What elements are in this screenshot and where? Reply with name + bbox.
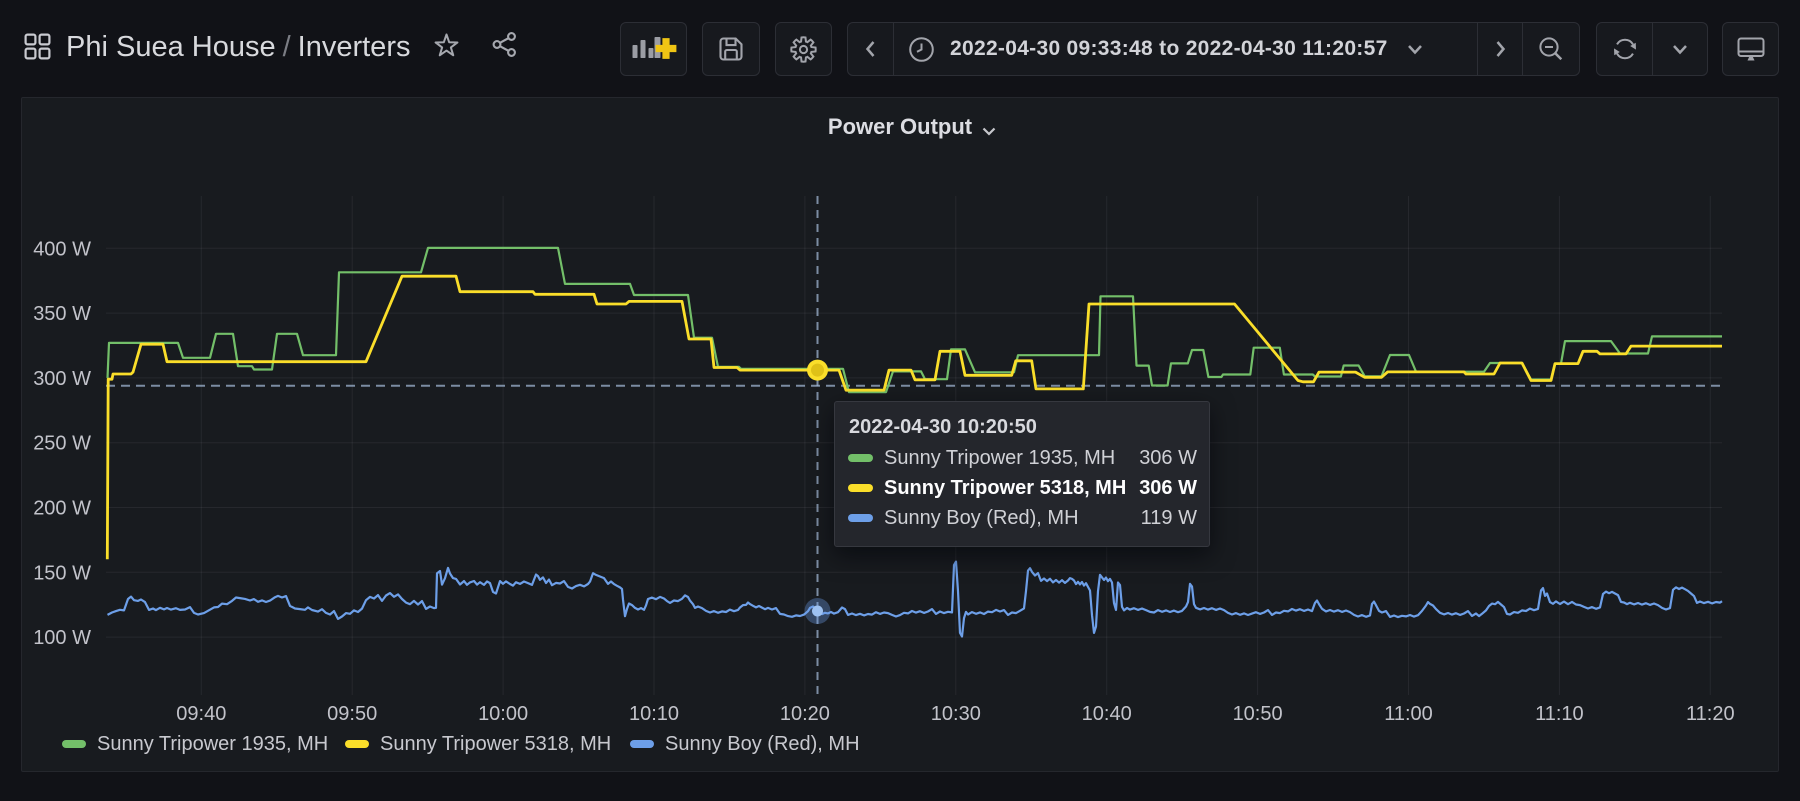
svg-text:10:50: 10:50 (1233, 703, 1283, 725)
svg-text:300 W: 300 W (33, 368, 91, 390)
svg-text:11:00: 11:00 (1384, 703, 1433, 725)
svg-text:100 W: 100 W (33, 627, 91, 649)
svg-text:10:20: 10:20 (780, 703, 830, 725)
svg-text:200 W: 200 W (33, 498, 91, 520)
svg-text:10:30: 10:30 (931, 703, 981, 725)
svg-text:09:50: 09:50 (327, 703, 377, 725)
svg-text:250 W: 250 W (33, 433, 91, 455)
svg-text:11:20: 11:20 (1686, 703, 1735, 725)
svg-text:11:10: 11:10 (1535, 703, 1584, 725)
svg-text:10:10: 10:10 (629, 703, 679, 725)
svg-text:09:40: 09:40 (176, 703, 226, 725)
svg-text:10:00: 10:00 (478, 703, 528, 725)
svg-text:10:40: 10:40 (1082, 703, 1132, 725)
svg-text:350 W: 350 W (33, 303, 91, 325)
svg-text:150 W: 150 W (33, 562, 91, 584)
svg-text:400 W: 400 W (33, 238, 91, 260)
